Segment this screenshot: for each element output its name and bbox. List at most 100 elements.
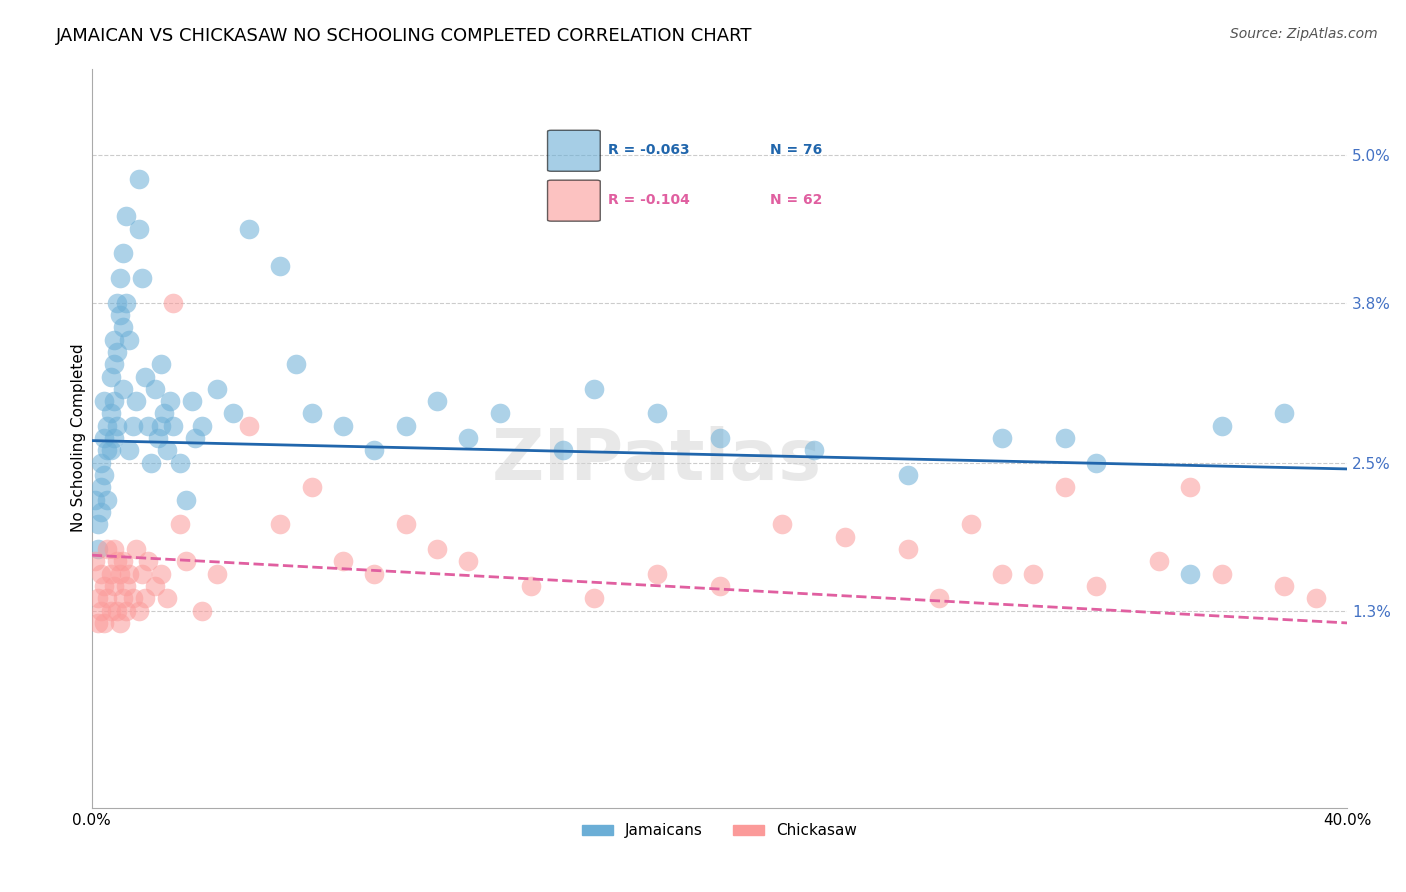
Jamaicans	[149, 418, 172, 433]
Legend: Jamaicans, Chickasaw: Jamaicans, Chickasaw	[576, 817, 863, 845]
Jamaicans	[90, 456, 112, 470]
Jamaicans	[181, 394, 204, 409]
Jamaicans	[105, 344, 128, 359]
Jamaicans	[153, 407, 176, 421]
Text: Source: ZipAtlas.com: Source: ZipAtlas.com	[1230, 27, 1378, 41]
Jamaicans	[87, 541, 110, 556]
Jamaicans	[105, 418, 128, 433]
Jamaicans	[118, 333, 141, 347]
Jamaicans	[141, 456, 163, 470]
Chickasaw	[96, 541, 118, 556]
Chickasaw	[149, 566, 172, 581]
Chickasaw	[1085, 579, 1108, 593]
Chickasaw	[959, 517, 981, 532]
Jamaicans	[134, 369, 156, 384]
Jamaicans	[121, 418, 143, 433]
Chickasaw	[520, 579, 543, 593]
Chickasaw	[169, 517, 191, 532]
Y-axis label: No Schooling Completed: No Schooling Completed	[72, 343, 86, 533]
Chickasaw	[1180, 480, 1202, 494]
Chickasaw	[100, 604, 122, 618]
Jamaicans	[146, 431, 169, 445]
Chickasaw	[332, 554, 354, 568]
Chickasaw	[897, 541, 920, 556]
Chickasaw	[770, 517, 793, 532]
Chickasaw	[136, 554, 159, 568]
Jamaicans	[222, 407, 245, 421]
Jamaicans	[118, 443, 141, 458]
Chickasaw	[121, 591, 143, 606]
Jamaicans	[332, 418, 354, 433]
Chickasaw	[991, 566, 1014, 581]
Chickasaw	[93, 579, 115, 593]
Jamaicans	[131, 271, 153, 285]
Chickasaw	[108, 566, 131, 581]
Text: ZIPatlas: ZIPatlas	[492, 425, 823, 495]
Jamaicans	[174, 492, 197, 507]
Jamaicans	[488, 407, 510, 421]
Jamaicans	[159, 394, 181, 409]
Jamaicans	[90, 505, 112, 519]
Chickasaw	[103, 579, 125, 593]
Jamaicans	[301, 407, 323, 421]
Text: JAMAICAN VS CHICKASAW NO SCHOOLING COMPLETED CORRELATION CHART: JAMAICAN VS CHICKASAW NO SCHOOLING COMPL…	[56, 27, 752, 45]
Jamaicans	[103, 431, 125, 445]
Jamaicans	[426, 394, 449, 409]
Chickasaw	[1211, 566, 1233, 581]
Chickasaw	[238, 418, 260, 433]
Chickasaw	[87, 615, 110, 630]
Chickasaw	[162, 295, 184, 310]
Jamaicans	[90, 480, 112, 494]
Chickasaw	[115, 579, 138, 593]
Jamaicans	[84, 492, 107, 507]
Jamaicans	[149, 357, 172, 371]
Chickasaw	[457, 554, 479, 568]
Jamaicans	[136, 418, 159, 433]
Chickasaw	[131, 566, 153, 581]
Jamaicans	[96, 443, 118, 458]
Jamaicans	[169, 456, 191, 470]
Chickasaw	[96, 591, 118, 606]
Jamaicans	[125, 394, 148, 409]
Jamaicans	[897, 468, 920, 483]
Jamaicans	[108, 271, 131, 285]
Jamaicans	[582, 382, 605, 396]
Jamaicans	[105, 295, 128, 310]
Chickasaw	[103, 541, 125, 556]
Chickasaw	[90, 566, 112, 581]
Chickasaw	[112, 591, 135, 606]
Chickasaw	[1147, 554, 1170, 568]
Jamaicans	[803, 443, 825, 458]
Chickasaw	[112, 554, 135, 568]
Jamaicans	[190, 418, 212, 433]
Chickasaw	[118, 566, 141, 581]
Jamaicans	[184, 431, 207, 445]
Jamaicans	[156, 443, 179, 458]
Chickasaw	[174, 554, 197, 568]
Jamaicans	[284, 357, 307, 371]
Chickasaw	[90, 604, 112, 618]
Chickasaw	[108, 615, 131, 630]
Jamaicans	[207, 382, 229, 396]
Jamaicans	[112, 246, 135, 260]
Chickasaw	[582, 591, 605, 606]
Jamaicans	[162, 418, 184, 433]
Jamaicans	[238, 221, 260, 235]
Jamaicans	[96, 492, 118, 507]
Jamaicans	[115, 295, 138, 310]
Chickasaw	[928, 591, 950, 606]
Chickasaw	[93, 615, 115, 630]
Jamaicans	[143, 382, 166, 396]
Jamaicans	[93, 468, 115, 483]
Chickasaw	[125, 541, 148, 556]
Chickasaw	[709, 579, 731, 593]
Chickasaw	[207, 566, 229, 581]
Chickasaw	[87, 591, 110, 606]
Jamaicans	[100, 407, 122, 421]
Jamaicans	[991, 431, 1014, 445]
Jamaicans	[100, 443, 122, 458]
Jamaicans	[1211, 418, 1233, 433]
Chickasaw	[128, 604, 150, 618]
Chickasaw	[1305, 591, 1327, 606]
Jamaicans	[457, 431, 479, 445]
